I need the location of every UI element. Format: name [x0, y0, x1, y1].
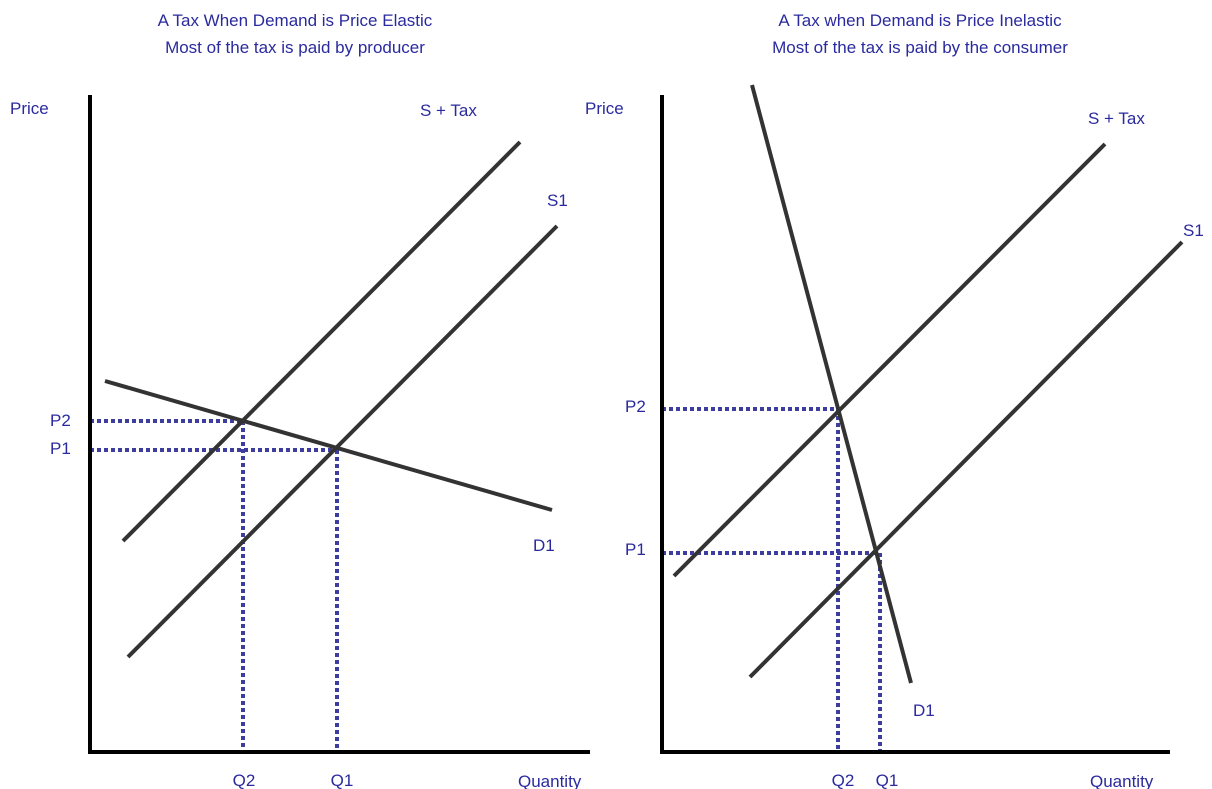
x-axis-label: Quantity	[1090, 772, 1154, 789]
curve-label: D1	[913, 701, 935, 720]
supply-tax	[121, 140, 522, 543]
price-label: P2	[625, 397, 646, 416]
x-axis-label: Quantity	[518, 772, 582, 789]
quantity-label: Q2	[832, 771, 855, 789]
quantity-label: Q1	[876, 771, 899, 789]
quantity-label: Q2	[233, 771, 256, 789]
panel-inelastic: A Tax when Demand is Price Inelastic Mos…	[585, 11, 1204, 789]
y-axis-label: Price	[10, 99, 49, 118]
title: A Tax when Demand is Price Inelastic	[778, 11, 1062, 30]
y-axis-label: Price	[585, 99, 624, 118]
price-label: P1	[50, 439, 71, 458]
curve-label: D1	[533, 536, 555, 555]
subtitle: Most of the tax is paid by producer	[165, 38, 425, 57]
curve-label: S1	[547, 191, 568, 210]
subtitle: Most of the tax is paid by the consumer	[772, 38, 1068, 57]
demand	[104, 379, 553, 512]
panel-elastic: A Tax When Demand is Price Elastic Most …	[10, 11, 590, 789]
curve-label: S + Tax	[420, 101, 477, 120]
supply-tax	[672, 142, 1107, 578]
curve-label: S + Tax	[1088, 109, 1145, 128]
price-label: P2	[50, 411, 71, 430]
supply	[748, 240, 1184, 679]
curve-label: S1	[1183, 221, 1204, 240]
quantity-label: Q1	[331, 771, 354, 789]
price-label: P1	[625, 540, 646, 559]
demand	[750, 84, 913, 684]
title: A Tax When Demand is Price Elastic	[158, 11, 433, 30]
supply	[126, 224, 559, 659]
